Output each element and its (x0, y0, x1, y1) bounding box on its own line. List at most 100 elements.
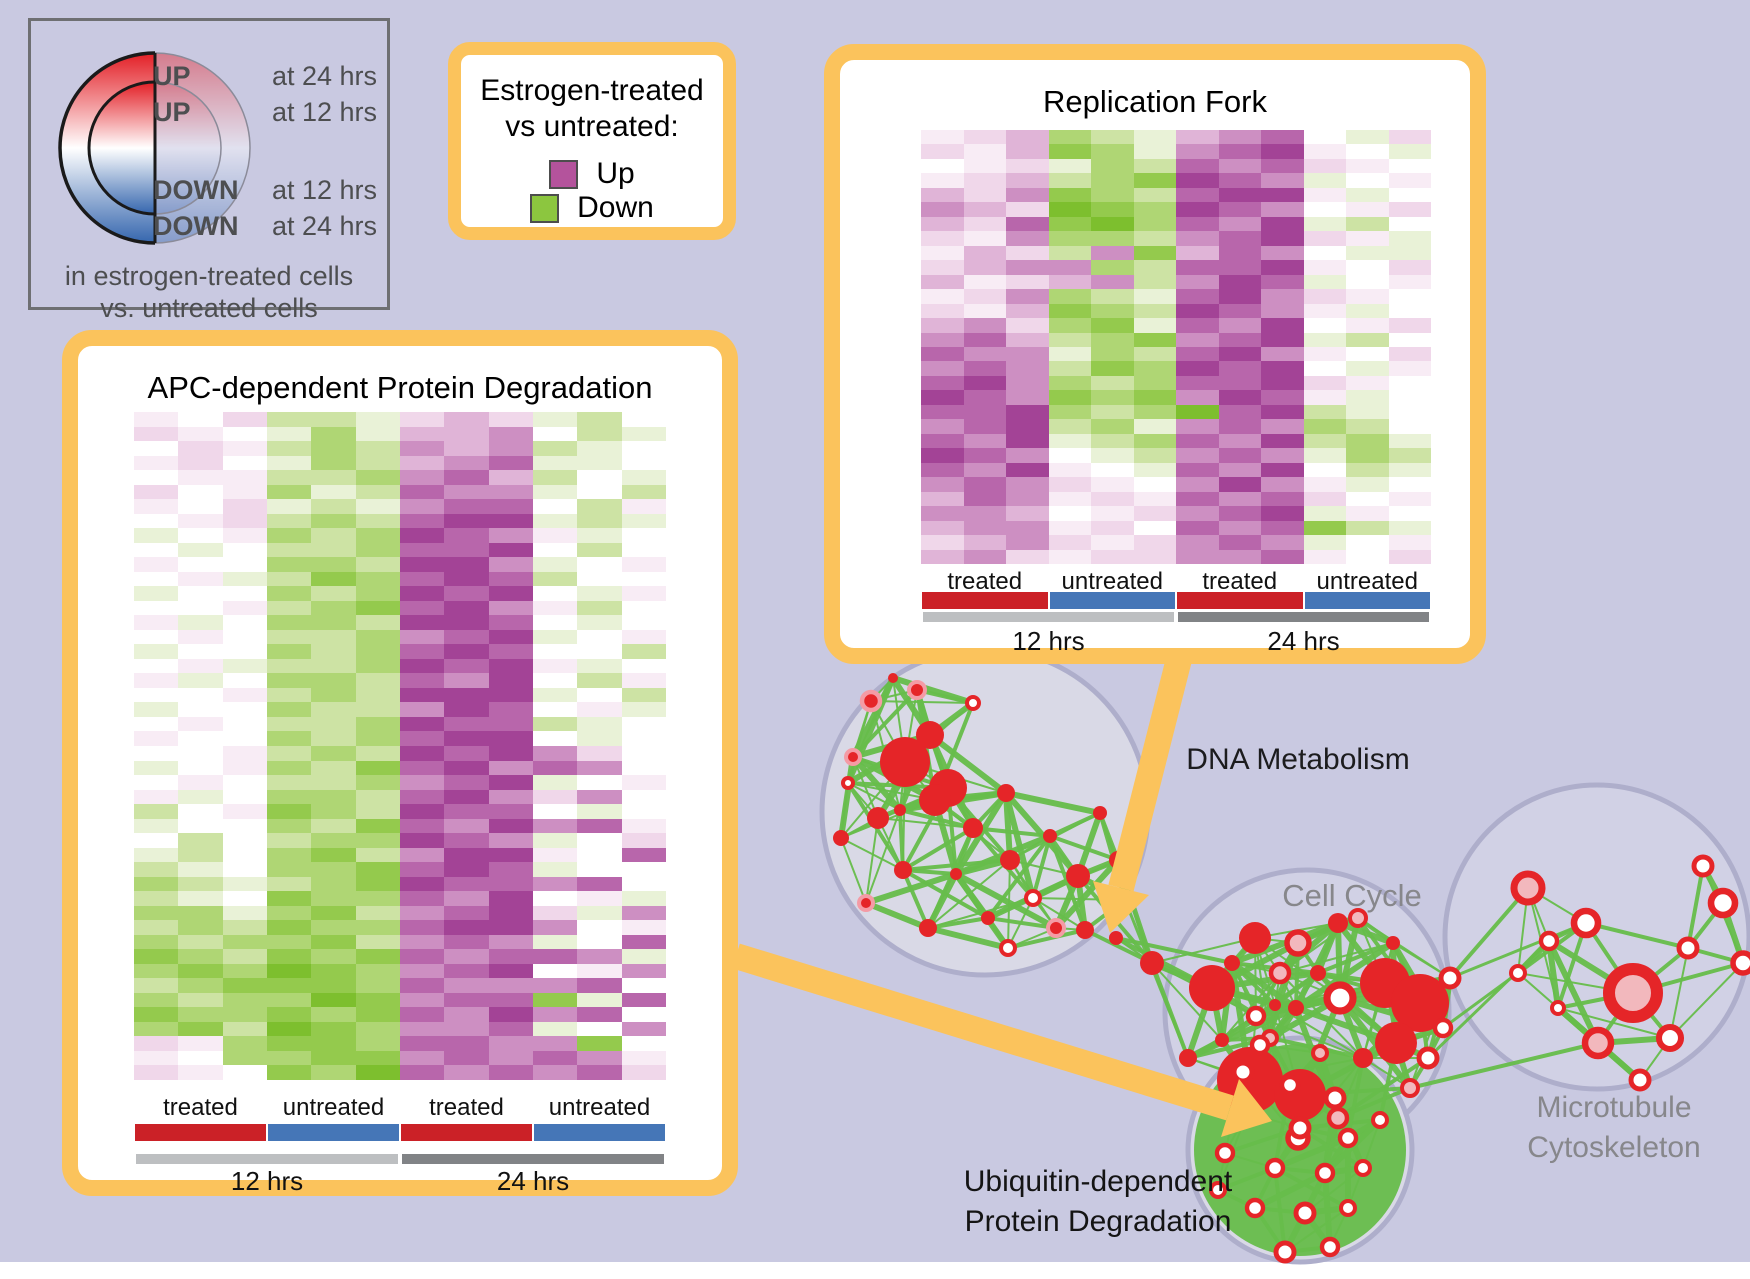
heatmap-cell (577, 1036, 622, 1051)
heatmap-cell (134, 833, 179, 848)
heatmap-cell (1303, 187, 1346, 203)
heatmap-cell (178, 876, 223, 892)
network-node (916, 721, 944, 749)
heatmap-cell (1133, 303, 1176, 319)
heatmap-cell (1176, 535, 1219, 550)
condition-label: untreated (548, 1094, 651, 1121)
heatmap-cell (921, 462, 964, 478)
heatmap-cell (444, 557, 489, 572)
cluster-label-line: Protein Degradation (964, 1205, 1232, 1238)
heatmap-cell (399, 905, 445, 921)
heatmap-cell (532, 542, 578, 558)
heatmap-cell (577, 978, 622, 993)
heatmap-cell (532, 1007, 578, 1022)
heatmap-cell (444, 441, 489, 456)
heatmap-cell (921, 216, 964, 232)
heatmap-cell (311, 702, 356, 717)
heatmap-cell (222, 760, 267, 776)
heatmap-cell (1388, 462, 1431, 478)
heatmap-cell (488, 716, 533, 732)
heatmap-cell (266, 1050, 312, 1066)
heatmap-cell (311, 1050, 356, 1066)
heatmap-cell (444, 789, 489, 805)
heatmap-cell (399, 1065, 445, 1080)
heatmap-cell (266, 702, 312, 717)
network-node (1707, 887, 1739, 919)
heatmap-cell (1388, 245, 1431, 261)
heatmap-cell (921, 506, 964, 521)
heatmap-cell (134, 484, 179, 500)
heatmap-cell (311, 992, 356, 1008)
heatmap-cell (1218, 144, 1261, 159)
heatmap-cell (266, 658, 312, 674)
heatmap-cell (1176, 202, 1219, 217)
heatmap-cell (1346, 549, 1389, 564)
heatmap-cell (921, 332, 964, 347)
heatmap-cell (222, 499, 267, 514)
heatmap-cell (1091, 361, 1134, 376)
heatmap-cell (1048, 231, 1091, 246)
heatmap-cell (1261, 173, 1304, 188)
heatmap-cell (532, 426, 578, 442)
heatmap-cell (178, 949, 223, 964)
heatmap-cell (963, 477, 1006, 492)
heatmap-cell (399, 441, 445, 456)
heatmap-cell (577, 455, 622, 471)
network-edge (1448, 921, 1588, 980)
heatmap-cell (1091, 491, 1134, 507)
heatmap-cell (444, 934, 489, 950)
heatmap-cell (577, 745, 622, 761)
network-node (1244, 1197, 1266, 1219)
heatmap-cell (1133, 245, 1176, 261)
heatmap-cell (355, 905, 400, 921)
heatmap-cell (1091, 419, 1134, 434)
heatmap-cell (921, 274, 964, 290)
heatmap-cell (1006, 375, 1049, 391)
heatmap-cell (1091, 535, 1134, 550)
condition-bars (921, 592, 1431, 609)
heatmap-cell (921, 130, 964, 145)
heatmap-cell (532, 644, 578, 659)
heatmap-cell (1261, 231, 1304, 246)
heatmap-cell (355, 934, 400, 950)
heatmap-cell (178, 731, 223, 746)
heatmap-cell (1091, 448, 1134, 463)
network-node (1337, 1127, 1359, 1149)
heatmap-cell (488, 731, 533, 746)
heatmap-cell (1048, 144, 1091, 159)
heatmap-cell (1133, 144, 1176, 159)
heatmap-cell (1388, 361, 1431, 376)
heatmap-cell (1303, 549, 1346, 564)
condition-labels: treated untreated treated untreated (134, 1094, 666, 1122)
heatmap-cell (222, 615, 267, 630)
heatmap-cell (311, 1065, 356, 1080)
time-label: 24 hrs (1267, 626, 1340, 656)
heatmap-cell (1176, 158, 1219, 174)
heatmap-cell (1388, 289, 1431, 304)
network-edge (925, 871, 959, 931)
untreated-bar (268, 1124, 399, 1141)
heatmap-cell (134, 687, 179, 703)
heatmap-cell (577, 528, 622, 543)
heatmap-cell (1303, 433, 1346, 449)
panel-title: APC-dependent Protein Degradation (147, 370, 653, 405)
heatmap-cell (1218, 549, 1261, 564)
heatmap-cell (311, 789, 356, 805)
heatmap-cell (1006, 260, 1049, 275)
network-edge (840, 837, 904, 871)
heatmap-cell (963, 361, 1006, 376)
heatmap-cell (577, 876, 622, 892)
heatmap-cell (1133, 130, 1176, 145)
heatmap-cell (488, 702, 533, 717)
heatmap-cell (1218, 231, 1261, 246)
time-bars (921, 612, 1431, 622)
heatmap-cell (444, 731, 489, 746)
heatmap-cell (621, 658, 666, 674)
replication-fork-heatmap (921, 130, 1431, 564)
time-label: 24 hrs (496, 1166, 570, 1196)
heatmap-cell (266, 615, 312, 630)
network-edge (1448, 886, 1530, 980)
heatmap-cell (178, 702, 223, 717)
heatmap-cell (488, 920, 533, 935)
network-edge (840, 782, 849, 839)
